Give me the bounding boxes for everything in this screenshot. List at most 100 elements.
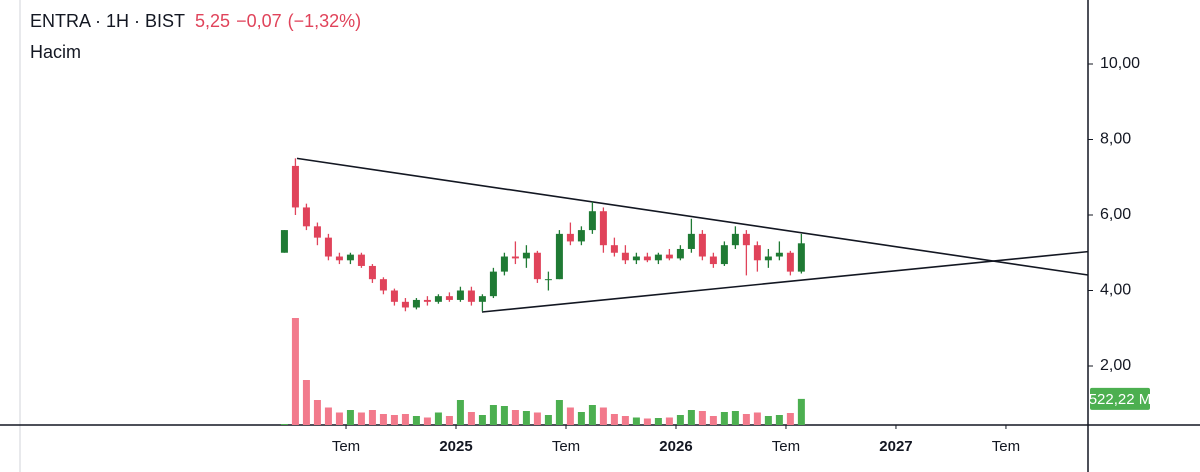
candle-body bbox=[687, 233, 695, 249]
candle-body bbox=[522, 252, 530, 259]
change-pct: (−1,32%) bbox=[287, 11, 362, 31]
candle-body bbox=[632, 256, 640, 261]
candle-body bbox=[335, 256, 343, 261]
quote: 5,25 −0,07 (−1,32%) bbox=[195, 11, 367, 31]
volume-bar bbox=[357, 412, 365, 425]
volume-bar bbox=[291, 318, 299, 425]
trend-line bbox=[296, 157, 1089, 276]
volume-bar bbox=[368, 410, 376, 425]
candle-body bbox=[467, 290, 475, 302]
x-tick-label: 2027 bbox=[879, 438, 912, 455]
last-price: 5,25 bbox=[195, 11, 231, 31]
volume-bar bbox=[599, 407, 607, 425]
candle-body bbox=[566, 233, 574, 242]
volume-price-box bbox=[1090, 387, 1150, 410]
volume-title: Hacim bbox=[30, 42, 82, 62]
volume-bar bbox=[731, 411, 739, 425]
candle-body bbox=[720, 245, 728, 265]
candle-body bbox=[676, 248, 684, 259]
volume-bar bbox=[786, 413, 794, 425]
candle-body bbox=[357, 254, 365, 266]
x-tick-label: Tem bbox=[772, 438, 800, 455]
volume-bar bbox=[489, 405, 497, 425]
volume-bar bbox=[379, 414, 387, 425]
y-tick-label: 6,00 bbox=[1100, 206, 1131, 223]
candle-body bbox=[445, 296, 453, 300]
volume-bar bbox=[445, 416, 453, 425]
volume-bar bbox=[456, 400, 464, 425]
y-tick-label: 10,00 bbox=[1100, 55, 1140, 72]
volume-bar bbox=[621, 416, 629, 425]
volume-bar bbox=[555, 400, 563, 425]
trend-line bbox=[481, 250, 1089, 313]
candle-body bbox=[621, 252, 629, 261]
x-tick-label: Tem bbox=[552, 438, 580, 455]
volume-bar bbox=[753, 412, 761, 425]
volume-bar bbox=[643, 418, 651, 425]
candle-body bbox=[500, 256, 508, 272]
candle-body bbox=[390, 290, 398, 302]
volume-bar bbox=[764, 416, 772, 425]
candle-body bbox=[786, 252, 794, 272]
candle-body bbox=[280, 230, 288, 253]
candle-body bbox=[665, 254, 673, 259]
candle-body bbox=[302, 207, 310, 227]
volume-bar bbox=[588, 405, 596, 425]
symbol: ENTRA · 1H · BIST bbox=[30, 11, 186, 31]
volume-bar bbox=[346, 410, 354, 425]
volume-bar bbox=[324, 407, 332, 425]
volume-bar bbox=[280, 424, 288, 425]
candle-body bbox=[588, 211, 596, 231]
volume-bar bbox=[610, 414, 618, 425]
candle-body bbox=[775, 252, 783, 257]
candle-body bbox=[291, 165, 299, 208]
candle-body bbox=[324, 237, 332, 257]
volume-bar bbox=[720, 412, 728, 425]
y-tick-label: 4,00 bbox=[1100, 282, 1131, 299]
volume-bar bbox=[544, 415, 552, 425]
volume-bar bbox=[335, 412, 343, 425]
volume-bar bbox=[478, 415, 486, 425]
volume-bar bbox=[390, 415, 398, 425]
candle-body bbox=[599, 211, 607, 246]
volume-price-label: 522,22 M bbox=[1089, 391, 1152, 408]
candle-body bbox=[511, 256, 519, 259]
candle-body bbox=[643, 256, 651, 261]
candle-body bbox=[533, 252, 541, 280]
volume-bar bbox=[302, 380, 310, 425]
candle-body bbox=[577, 230, 585, 242]
candle-body bbox=[346, 254, 354, 261]
x-tick-label: Tem bbox=[992, 438, 1020, 455]
x-tick-label: 2025 bbox=[439, 438, 472, 455]
y-tick-label: 8,00 bbox=[1100, 131, 1131, 148]
x-tick-label: Tem bbox=[332, 438, 360, 455]
y-tick-label: 2,00 bbox=[1100, 357, 1131, 374]
volume-bar bbox=[511, 410, 519, 425]
candle-body bbox=[313, 226, 321, 238]
x-tick-label: 2026 bbox=[659, 438, 692, 455]
volume-bar bbox=[467, 412, 475, 425]
volume-bar bbox=[533, 412, 541, 425]
header: ENTRA · 1H · BIST 5,25 −0,07 (−1,32%) bbox=[30, 11, 367, 32]
volume-bar bbox=[665, 417, 673, 425]
volume-bar bbox=[632, 417, 640, 425]
candle-body bbox=[731, 233, 739, 246]
candle-body bbox=[610, 245, 618, 253]
change: −0,07 bbox=[236, 11, 282, 31]
volume-bar bbox=[654, 418, 662, 425]
candle-body bbox=[489, 271, 497, 297]
candle-body bbox=[379, 279, 387, 291]
volume-bar bbox=[401, 414, 409, 425]
volume-bar bbox=[742, 414, 750, 425]
volume-bar bbox=[423, 417, 431, 425]
candle-body bbox=[412, 299, 420, 308]
candle-body bbox=[709, 256, 717, 265]
candle-body bbox=[797, 243, 805, 272]
volume-bar bbox=[500, 406, 508, 425]
volume-bar bbox=[709, 416, 717, 425]
candle-body bbox=[368, 265, 376, 280]
volume-bar bbox=[412, 416, 420, 425]
candle-body bbox=[764, 256, 772, 261]
